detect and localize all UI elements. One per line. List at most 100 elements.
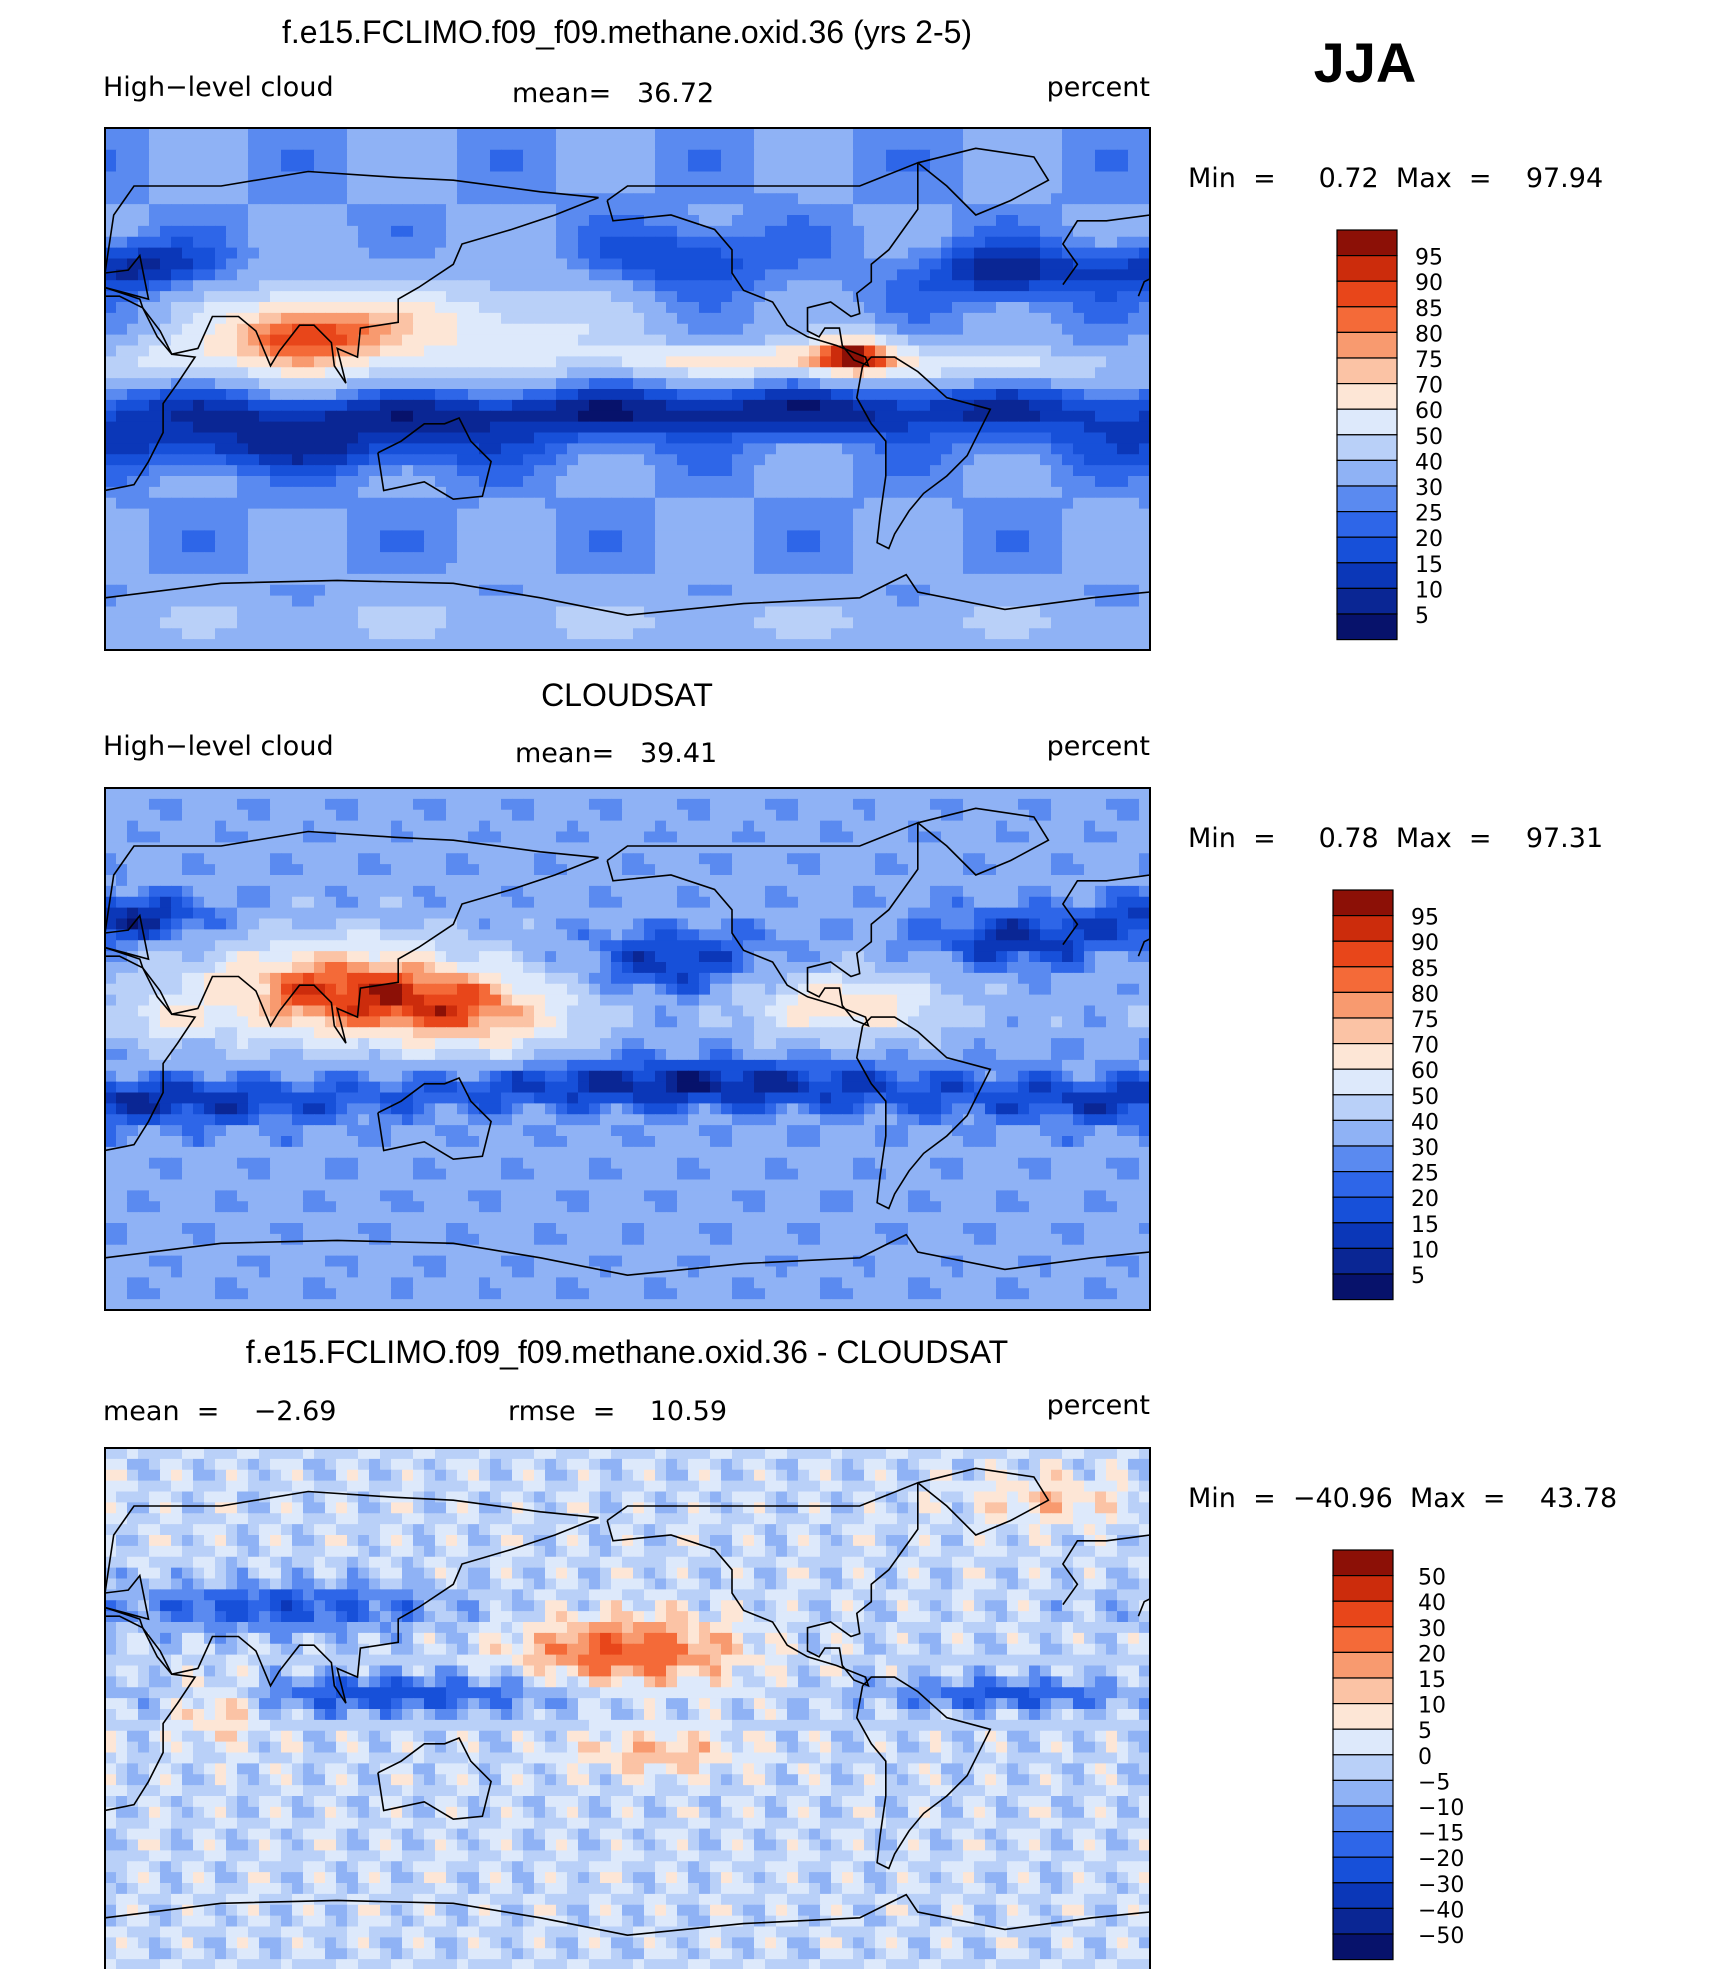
field-cell: [105, 215, 117, 227]
field-cell: [996, 497, 1008, 510]
field-cell: [358, 519, 370, 531]
field-cell: [963, 193, 975, 205]
field-cell: [380, 389, 392, 401]
field-cell: [149, 465, 161, 477]
field-cell: [743, 128, 755, 140]
field-cell: [424, 476, 436, 488]
field-cell: [831, 215, 843, 227]
field-cell: [127, 486, 139, 499]
field-cell: [358, 302, 370, 314]
field-cell: [567, 312, 579, 325]
field-cell: [556, 573, 568, 586]
field-cell: [754, 128, 766, 140]
field-cell: [138, 454, 150, 466]
field-cell: [853, 204, 865, 216]
field-cell: [468, 312, 480, 325]
field-cell: [820, 563, 832, 575]
field-cell: [259, 138, 271, 151]
field-cell: [116, 476, 128, 488]
field-cell: [941, 530, 953, 542]
field-cell: [743, 443, 755, 455]
field-cell: [611, 323, 623, 336]
field-cell: [1029, 378, 1041, 390]
field-cell: [204, 204, 216, 216]
field-cell: [688, 182, 700, 194]
field-cell: [842, 160, 854, 173]
field-cell: [655, 519, 667, 531]
field-cell: [875, 432, 887, 444]
field-cell: [248, 820, 260, 833]
field-cell: [732, 269, 744, 281]
field-cell: [754, 236, 766, 249]
field-cell: [303, 138, 315, 151]
field-cell: [1018, 312, 1030, 325]
field-cell: [1084, 171, 1096, 183]
field-cell: [1062, 171, 1074, 183]
field-cell: [446, 302, 458, 314]
field-cell: [710, 508, 722, 521]
field-cell: [963, 356, 975, 368]
field-cell: [512, 378, 524, 390]
field-cell: [1106, 312, 1118, 325]
field-cell: [523, 809, 535, 822]
field-cell: [347, 138, 359, 151]
field-cell: [589, 788, 601, 800]
field-cell: [380, 204, 392, 216]
field-cell: [776, 820, 788, 833]
field-cell: [974, 334, 986, 347]
field-cell: [105, 552, 117, 564]
field-cell: [809, 432, 821, 444]
field-cell: [127, 519, 139, 531]
field-cell: [952, 443, 964, 455]
field-cell: [743, 378, 755, 390]
field-cell: [292, 149, 304, 162]
field-cell: [677, 128, 689, 140]
field-cell: [1128, 584, 1140, 597]
field-cell: [545, 204, 557, 216]
field-cell: [457, 182, 469, 194]
field-cell: [160, 204, 172, 216]
field-cell: [721, 334, 733, 347]
field-cell: [270, 508, 282, 521]
field-cell: [600, 606, 612, 618]
field-cell: [721, 595, 733, 608]
field-cell: [1128, 798, 1140, 811]
field-cell: [611, 378, 623, 390]
field-cell: [1040, 323, 1052, 336]
field-cell: [446, 476, 458, 488]
field-cell: [468, 410, 480, 423]
field-cell: [479, 443, 491, 455]
field-cell: [424, 809, 436, 822]
field-cell: [688, 236, 700, 249]
field-cell: [622, 291, 634, 303]
field-cell: [193, 204, 205, 216]
field-cell: [820, 530, 832, 542]
field-cell: [963, 443, 975, 455]
field-cell: [193, 595, 205, 608]
field-cell: [688, 204, 700, 216]
field-cell: [589, 138, 601, 151]
field-cell: [226, 302, 238, 314]
field-cell: [1007, 171, 1019, 183]
field-cell: [292, 421, 304, 434]
field-cell: [886, 421, 898, 434]
field-cell: [1128, 236, 1140, 249]
field-cell: [545, 378, 557, 390]
field-cell: [281, 204, 293, 216]
field-cell: [1128, 247, 1140, 260]
field-cell: [798, 617, 810, 629]
field-cell: [391, 160, 403, 173]
field-cell: [248, 128, 260, 140]
field-cell: [193, 519, 205, 531]
field-cell: [820, 356, 832, 368]
field-cell: [1139, 204, 1150, 216]
field-cell: [1117, 798, 1129, 811]
field-cell: [479, 291, 491, 303]
field-cell: [688, 367, 700, 379]
field-cell: [831, 788, 843, 800]
field-cell: [193, 149, 205, 162]
field-cell: [1106, 280, 1118, 292]
field-cell: [996, 486, 1008, 499]
field-cell: [479, 486, 491, 499]
field-cell: [193, 563, 205, 575]
